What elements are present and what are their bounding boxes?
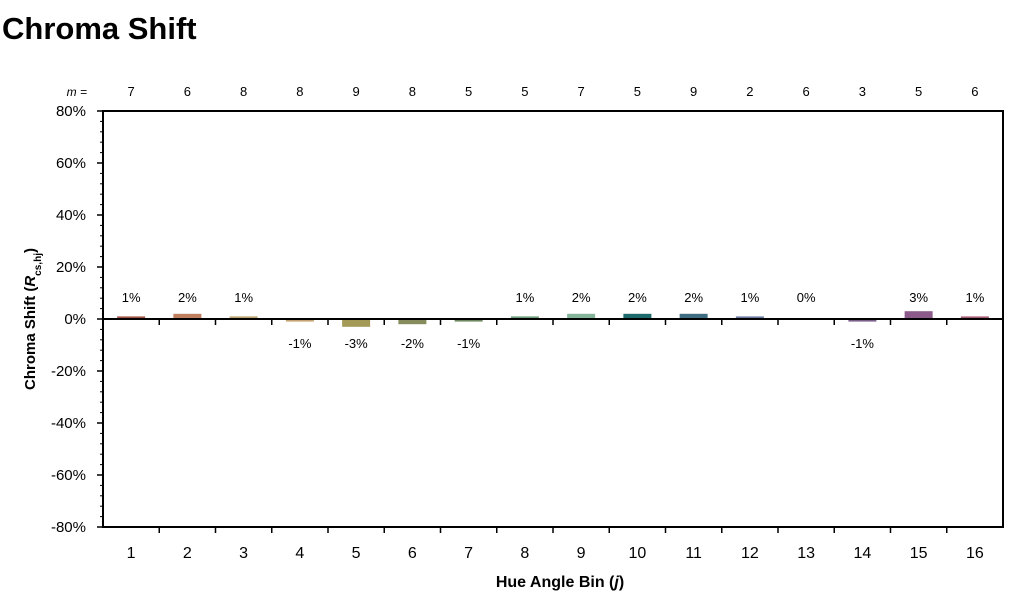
x-tick-label: 10 [628,545,646,562]
sample-count-label: 3 [859,84,866,99]
chroma-shift-bar [229,316,258,319]
sample-count-label: 8 [240,84,247,99]
sample-count-label: 9 [353,84,360,99]
bar-value-label: 2% [572,290,591,305]
bar-value-label: -2% [401,336,425,351]
bar-value-label: 1% [965,290,984,305]
plot-area [97,110,1004,533]
bar-value-label: 0% [797,290,816,305]
bar-value-label: -1% [457,336,481,351]
bar-value-label: -1% [288,336,312,351]
y-tick-label: 60% [56,155,86,172]
y-tick-label: 0% [64,311,86,328]
x-tick-label: 8 [520,545,529,562]
sample-count-label: 5 [465,84,472,99]
x-tick-label: 9 [577,545,586,562]
zero-axis [103,318,1003,325]
y-tick-label: 20% [56,259,86,276]
x-axis-title: Hue Angle Bin (j) [496,574,624,591]
x-tick-label: 2 [183,545,192,562]
y-tick-label: -60% [51,467,86,484]
y-tick-label: 80% [56,103,86,120]
sample-count-label: 6 [184,84,191,99]
y-tick-label: -40% [51,415,86,432]
x-tick-label: 7 [464,545,473,562]
chart-title: Chroma Shift [2,11,197,46]
m-prefix-label: m = [67,85,87,99]
sample-count-label: 8 [296,84,303,99]
chroma-shift-bar [679,313,708,319]
sample-count-label: 8 [409,84,416,99]
chroma-shift-bar [285,319,314,322]
x-tick-label: 5 [352,545,361,562]
bar-value-label: 3% [909,290,928,305]
chroma-shift-bar [567,313,596,319]
bar-value-label: -1% [851,336,875,351]
bar-value-label: 2% [684,290,703,305]
bar-value-label: 1% [234,290,253,305]
chroma-shift-bar [117,316,146,319]
y-tick-label: 40% [56,207,86,224]
chroma-shift-bar [623,313,652,319]
x-tick-label: 12 [741,545,759,562]
x-tick-label: 13 [797,545,815,562]
x-axis-title-main: Hue Angle Bin ( [496,574,615,591]
sample-count-label: 6 [971,84,978,99]
x-tick-label: 11 [685,545,702,562]
sample-count-label: 5 [521,84,528,99]
bar-value-label: 1% [122,290,141,305]
x-tick-label: 16 [966,545,984,562]
bar-value-label: 1% [515,290,534,305]
chroma-shift-bar [904,311,933,319]
sample-count-label: 9 [690,84,697,99]
bars-group [117,311,989,327]
sample-count-label: 7 [578,84,585,99]
chroma-shift-bar [510,316,539,319]
labels-group: -80%-60%-40%-20%0%20%40%60%80%1%172%261%… [51,84,985,562]
x-axis-title-var: j [612,574,619,591]
y-tick-label: -80% [51,519,86,536]
x-tick-label: 3 [239,545,248,562]
x-tick-label: 14 [853,545,871,562]
chroma-shift-bar [454,319,483,322]
y-axis-title-var: R [22,276,39,287]
chroma-shift-bar [398,319,427,325]
bar-value-label: 2% [628,290,647,305]
chroma-shift-bar [173,313,202,319]
y-axis-title-main: Chroma Shift ( [22,287,39,390]
y-axis-title-sub: cs,hj [33,253,44,276]
x-tick-label: 15 [910,545,928,562]
bar-value-label: 1% [740,290,759,305]
chroma-shift-bar [342,319,371,327]
chroma-shift-bar [960,316,989,319]
sample-count-label: 5 [915,84,922,99]
y-axis-title: Chroma Shift (Rcs,hj) [22,248,44,390]
chroma-shift-bar [735,316,764,319]
y-axis-title-end: ) [22,248,39,253]
bar-value-label: 2% [178,290,197,305]
sample-count-label: 5 [634,84,641,99]
sample-count-label: 7 [128,84,135,99]
y-tick-label: -20% [51,363,86,380]
x-tick-label: 1 [127,545,136,562]
x-axis-title-end: ) [619,574,624,591]
x-tick-label: 6 [408,545,417,562]
sample-count-label: 6 [803,84,810,99]
bar-value-label: -3% [345,336,369,351]
x-tick-label: 4 [295,545,304,562]
chroma-shift-bar [848,319,877,322]
sample-count-label: 2 [746,84,753,99]
